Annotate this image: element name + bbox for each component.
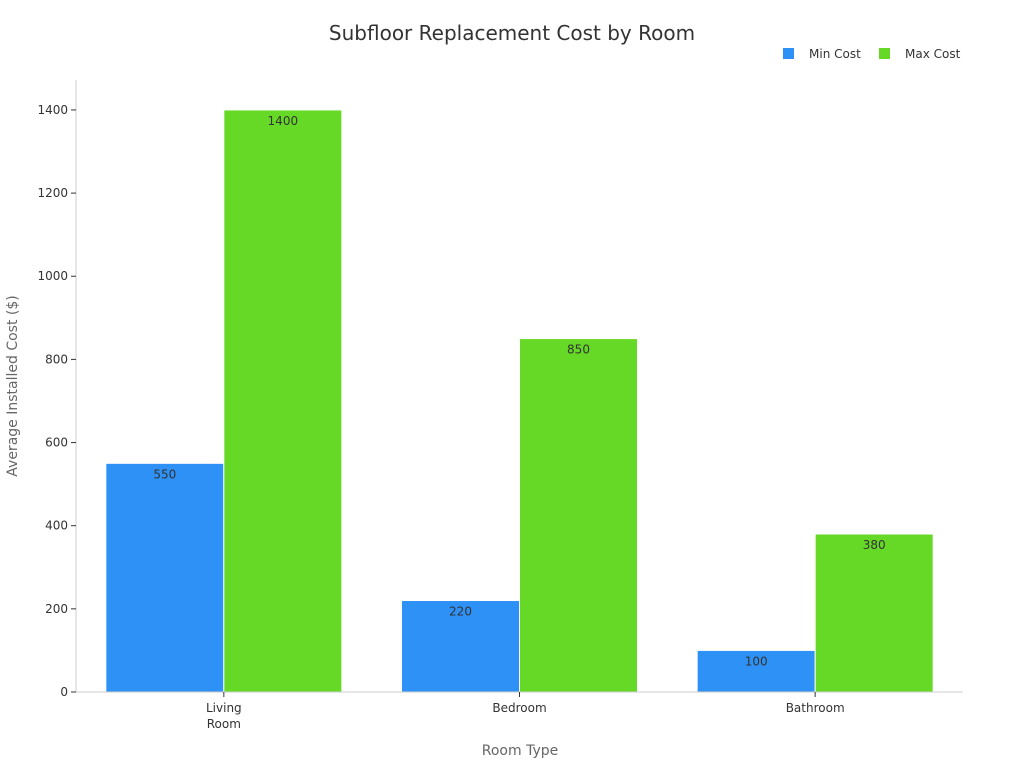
bar-max-cost: [223, 109, 343, 693]
data-label: 220: [449, 605, 472, 619]
data-label: 550: [153, 467, 176, 481]
legend: Min Cost Max Cost: [783, 47, 961, 61]
y-tick-label: 1200: [37, 186, 68, 200]
x-tick-label: Living Room: [206, 701, 242, 731]
plot-area: 550 1400 220 850 100 380: [105, 109, 934, 693]
x-tick-label: Bedroom: [492, 701, 546, 715]
bar-min-cost: [696, 649, 816, 693]
bar-min-cost: [401, 600, 520, 693]
bar-max-cost: [814, 533, 934, 693]
y-tick-label: 0: [60, 685, 68, 699]
legend-label-max-cost: Max Cost: [905, 47, 961, 61]
y-axis-title: Average Installed Cost ($): [5, 295, 21, 476]
x-tick-label: Bathroom: [786, 701, 845, 715]
y-tick-label: 600: [45, 436, 68, 450]
y-tick-label: 1400: [37, 103, 68, 117]
data-label: 100: [745, 654, 768, 668]
chart-title: Subfloor Replacement Cost by Room: [329, 21, 695, 45]
data-label: 850: [567, 343, 590, 357]
legend-label-min-cost: Min Cost: [809, 47, 861, 61]
data-label: 380: [863, 538, 886, 552]
y-tick-label: 400: [45, 519, 68, 533]
legend-swatch-min-cost: [783, 48, 794, 59]
data-label: 1400: [268, 114, 299, 128]
legend-swatch-max-cost: [879, 48, 890, 59]
bar-max-cost: [519, 338, 638, 693]
y-tick-label: 1000: [37, 269, 68, 283]
y-tick-label: 800: [45, 352, 68, 366]
y-tick-label: 200: [45, 602, 68, 616]
x-axis-title: Room Type: [482, 743, 558, 759]
bar-min-cost: [105, 462, 225, 693]
